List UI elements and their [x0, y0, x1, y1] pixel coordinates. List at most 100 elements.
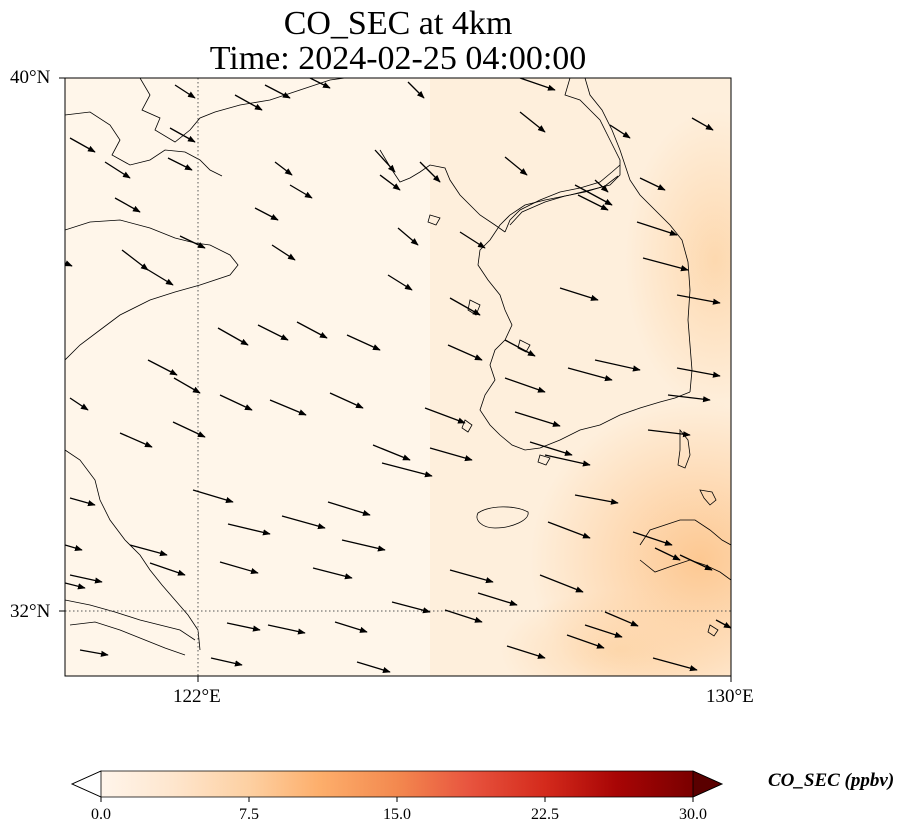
wind-arrow [419, 161, 441, 183]
wind-arrow [169, 127, 196, 143]
wind-arrow [281, 515, 326, 530]
wind-arrow [309, 78, 331, 89]
wind-arrow [254, 207, 279, 221]
wind-arrow [459, 231, 486, 249]
wind-arrow [114, 197, 141, 213]
wind-arrow [594, 179, 609, 193]
map-frame [64, 77, 732, 677]
wind-arrow [296, 321, 328, 339]
wind-arrow [264, 84, 291, 99]
wind-arrow [594, 359, 641, 372]
wind-arrow [547, 521, 591, 539]
wind-arrow [327, 501, 371, 516]
wind-arrow [144, 267, 174, 286]
wind-arrow [269, 399, 307, 416]
wind-arrow [104, 161, 131, 179]
wind-arrow [424, 407, 466, 424]
colorbar-body [101, 771, 693, 797]
wind-arrow [69, 397, 89, 411]
wind-arrow [514, 411, 561, 427]
wind-arrow [289, 184, 313, 199]
wind-arrow [167, 157, 193, 171]
wind-arrow [504, 377, 546, 393]
wind-arrow [574, 494, 619, 505]
wind-arrow [119, 432, 153, 448]
wind-arrow [429, 447, 473, 462]
colorbar-tick-2: 15.0 [383, 806, 411, 823]
wind-arrow [173, 377, 201, 394]
wind-arrow [449, 297, 481, 316]
concentration-field [65, 78, 731, 676]
wind-arrow [506, 645, 546, 659]
wind-arrow [69, 497, 96, 507]
wind-arrow [477, 592, 518, 606]
wind-arrow [691, 117, 714, 131]
wind-arrow [219, 561, 259, 575]
wind-arrow [667, 394, 711, 403]
wind-arrow [65, 582, 86, 590]
wind-arrow [567, 367, 613, 382]
wind-arrow [444, 609, 483, 623]
wind-arrow [636, 221, 678, 236]
wind-arrow [69, 574, 103, 584]
lat-label-40n: 40°N [10, 67, 51, 88]
wind-arrow [529, 441, 573, 456]
wind-arrow [654, 547, 681, 561]
wind-arrow [584, 624, 623, 638]
wind-arrow [226, 622, 261, 632]
wind-arrow [647, 429, 691, 438]
wind-arrow [577, 194, 609, 211]
wind-arrow [397, 227, 419, 246]
colorbar-label: CO_SEC (ppbv) [768, 770, 895, 791]
wind-arrow [121, 249, 149, 271]
map-title-line-1: CO_SEC at 4km [283, 5, 513, 42]
wind-arrow [652, 657, 698, 672]
wind-arrow [609, 124, 631, 139]
lat-label-32n: 32°N [10, 601, 51, 622]
wind-arrow [274, 161, 293, 176]
wind-arrow [676, 294, 721, 305]
wind-arrow [147, 359, 178, 376]
wind-arrow [407, 81, 425, 99]
wind-arrow [219, 394, 253, 411]
wind-arrow [539, 574, 584, 593]
wind-arrow [639, 177, 666, 191]
wind-arrow [65, 260, 73, 267]
wind-arrow [312, 567, 353, 580]
wind-arrow [574, 184, 613, 206]
wind-arrow [679, 554, 713, 571]
wind-arrow [374, 149, 396, 173]
wind-arrow [544, 454, 591, 467]
wind-arrow [604, 611, 639, 627]
colorbar-tick-4: 30.0 [679, 806, 707, 823]
wind-arrow [519, 111, 546, 133]
wind-arrow [234, 94, 263, 111]
wind-arrow [267, 624, 306, 635]
lon-label-130e: 130°E [706, 686, 754, 707]
wind-arrow [227, 523, 271, 536]
colorbar [71, 770, 723, 802]
wind-arrow [210, 657, 243, 667]
wind-arrow [271, 244, 296, 261]
wind-arrow [566, 634, 605, 649]
wind-arrow [217, 327, 249, 346]
wind-arrow [129, 544, 168, 557]
wind-arrow [341, 539, 386, 552]
colorbar-tick-3: 22.5 [531, 806, 559, 823]
wind-arrow [172, 421, 206, 438]
wind-arrow [381, 462, 433, 478]
colorbar-tick-1: 7.5 [239, 806, 259, 823]
wind-arrow [449, 569, 494, 584]
wind-arrow [65, 544, 83, 552]
wind-arrow [676, 367, 721, 378]
wind-arrow [79, 649, 109, 657]
wind-arrow [334, 621, 368, 633]
wind-arrow [346, 334, 381, 351]
wind-arrow [519, 78, 556, 91]
wind-arrow [149, 562, 186, 576]
wind-arrow [372, 444, 411, 461]
wind-arrow [504, 339, 536, 357]
gridlines [65, 78, 731, 676]
wind-arrow [715, 619, 731, 629]
